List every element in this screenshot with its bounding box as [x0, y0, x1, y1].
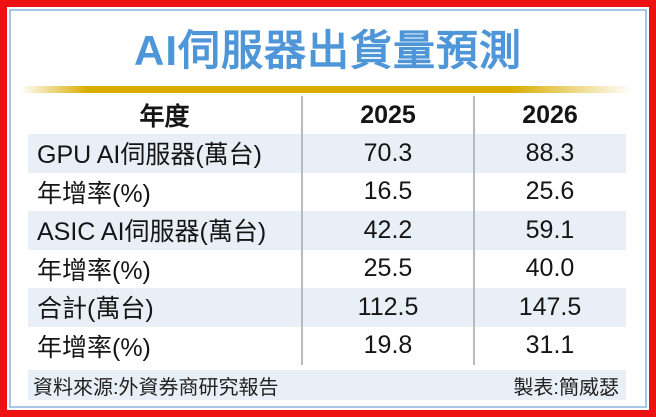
cell-2025: 25.5	[301, 249, 473, 288]
row-label: 年增率(%)	[37, 333, 151, 362]
table-row: 年增率(%) 25.5 40.0	[28, 249, 626, 288]
cell-2025: 42.2	[301, 211, 473, 250]
cell-2025: 112.5	[301, 288, 473, 327]
table-row: 年增率(%) 16.5 25.6	[28, 172, 626, 211]
source-note: 資料來源:外資券商研究報告	[33, 376, 279, 399]
cell-2026: 88.3	[473, 134, 625, 173]
forecast-table: 年度 2025 2026 GPU AI伺服器(萬台) 70.3 88.3 年增率(%)…	[28, 96, 626, 365]
row-label: GPU AI伺服器(萬台)	[37, 141, 263, 170]
credit-note: 製表:簡威瑟	[513, 376, 619, 399]
inner-outline: AI伺服器出貨量預測 年度 2025 2026 GPU AI伺服器(萬台) 70.…	[9, 9, 647, 408]
cell-2026: 59.1	[473, 211, 625, 250]
cell-2025: 70.3	[301, 134, 473, 173]
table-row: ASIC AI伺服器(萬台) 42.2 59.1	[28, 211, 626, 250]
table-row: 合計(萬台) 112.5 147.5	[28, 288, 626, 327]
cell-2026: 147.5	[473, 288, 625, 327]
table-body: GPU AI伺服器(萬台) 70.3 88.3 年增率(%) 16.5 25.6 ASIC …	[28, 134, 626, 365]
table-header-row: 年度 2025 2026	[28, 96, 626, 134]
row-label: 年增率(%)	[37, 256, 151, 285]
header-cell-2025: 2025	[301, 96, 473, 134]
chart-title: AI伺服器出貨量預測	[133, 27, 522, 74]
table-row: 年增率(%) 19.8 31.1	[28, 326, 626, 365]
gold-divider	[20, 86, 633, 93]
row-label: 年增率(%)	[37, 179, 151, 208]
row-label: ASIC AI伺服器(萬台)	[37, 218, 267, 247]
table-footer: 資料來源:外資券商研究報告 製表:簡威瑟	[28, 370, 626, 400]
table-row: GPU AI伺服器(萬台) 70.3 88.3	[28, 134, 626, 173]
header-cell-year: 年度	[139, 103, 190, 131]
cell-2025: 16.5	[301, 172, 473, 211]
row-label: 合計(萬台)	[37, 295, 154, 324]
cell-2026: 31.1	[473, 326, 625, 365]
header-cell-2026: 2026	[473, 96, 625, 134]
cell-2025: 19.8	[301, 326, 473, 365]
cell-2026: 40.0	[473, 249, 625, 288]
cell-2026: 25.6	[473, 172, 625, 211]
